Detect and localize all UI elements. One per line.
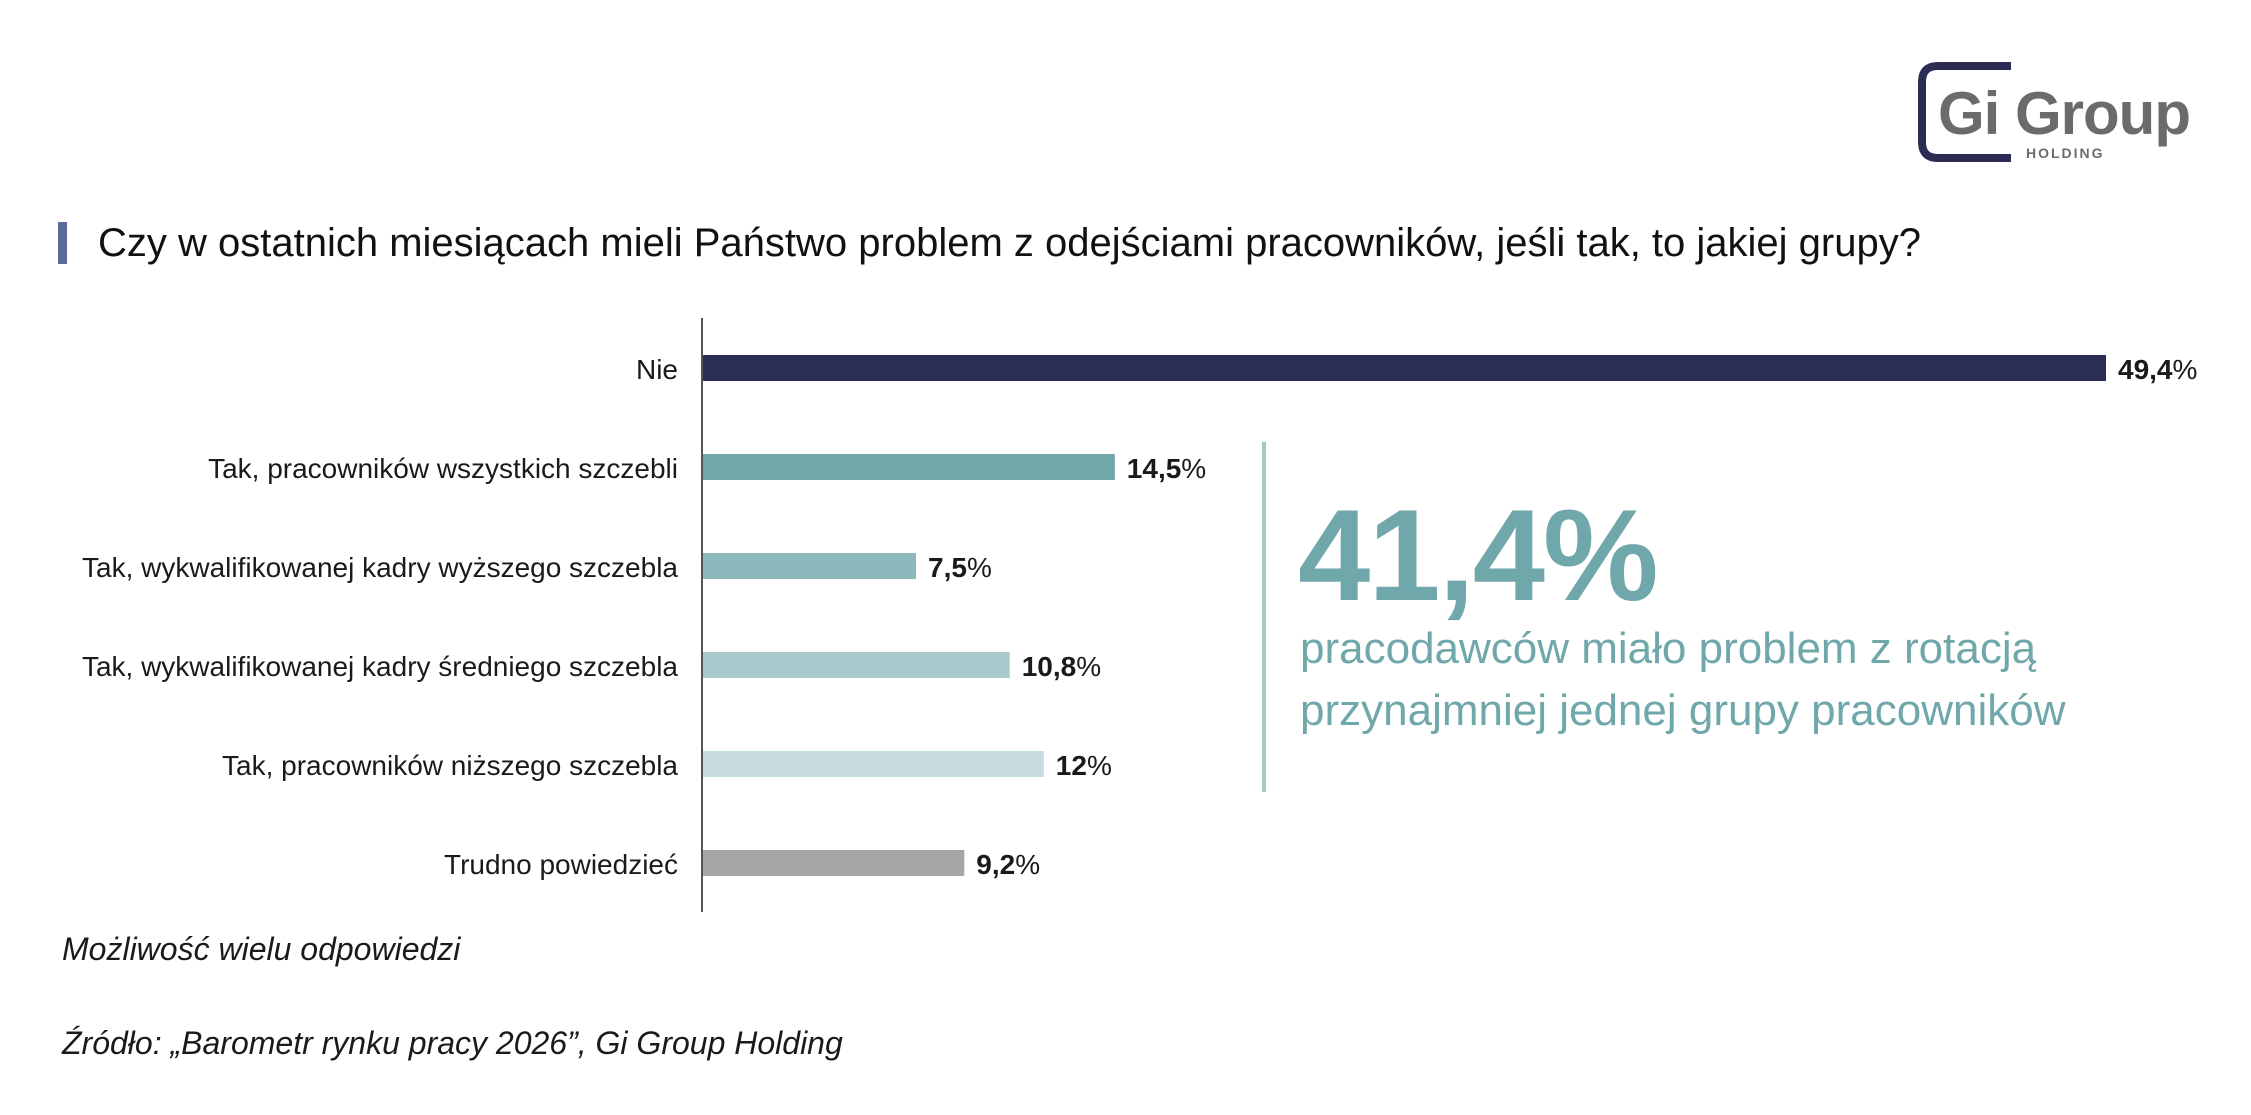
data-label: 49,4%	[2118, 354, 2197, 385]
source-note: Źródło: „Barometr rynku pracy 2026”, Gi …	[62, 1025, 843, 1061]
bar	[703, 454, 1115, 480]
bar	[703, 751, 1044, 777]
footnote: Możliwość wielu odpowiedzi	[62, 931, 461, 967]
callout-text: pracodawców miało problem z rotacją przy…	[1300, 624, 2066, 735]
data-label: 14,5%	[1127, 453, 1206, 484]
logo-bracket	[1918, 62, 2011, 162]
bar	[703, 652, 1010, 678]
data-label: 12%	[1056, 750, 1112, 781]
data-label: 10,8%	[1022, 651, 1101, 682]
category-label: Tak, pracowników niższego szczebla	[222, 750, 678, 781]
data-label: 9,2%	[976, 849, 1040, 880]
gi-group-logo: Gi Group HOLDING	[1918, 62, 2191, 162]
callout-value: 41,4%	[1298, 482, 1659, 628]
logo-main-text: Gi Group	[1938, 80, 2190, 147]
category-label: Trudno powiedzieć	[444, 849, 678, 880]
chart-title: Czy w ostatnich miesiącach mieli Państwo…	[98, 221, 1921, 265]
title-accent-bar	[58, 222, 67, 264]
bar	[703, 850, 965, 876]
logo-sub-text: HOLDING	[2026, 145, 2105, 161]
category-label: Tak, pracowników wszystkich szczebli	[208, 453, 678, 484]
category-label: Tak, wykwalifikowanej kadry wyższego szc…	[82, 552, 678, 583]
category-label: Nie	[636, 354, 678, 385]
bar	[703, 355, 2106, 381]
bar	[703, 553, 917, 579]
category-label: Tak, wykwalifikowanej kadry średniego sz…	[82, 651, 678, 682]
callout-divider	[1262, 442, 1266, 792]
data-label: 7,5%	[928, 552, 992, 583]
bar-chart: Nie 49,4% Tak, pracowników wszystkich szcz…	[82, 318, 2197, 912]
